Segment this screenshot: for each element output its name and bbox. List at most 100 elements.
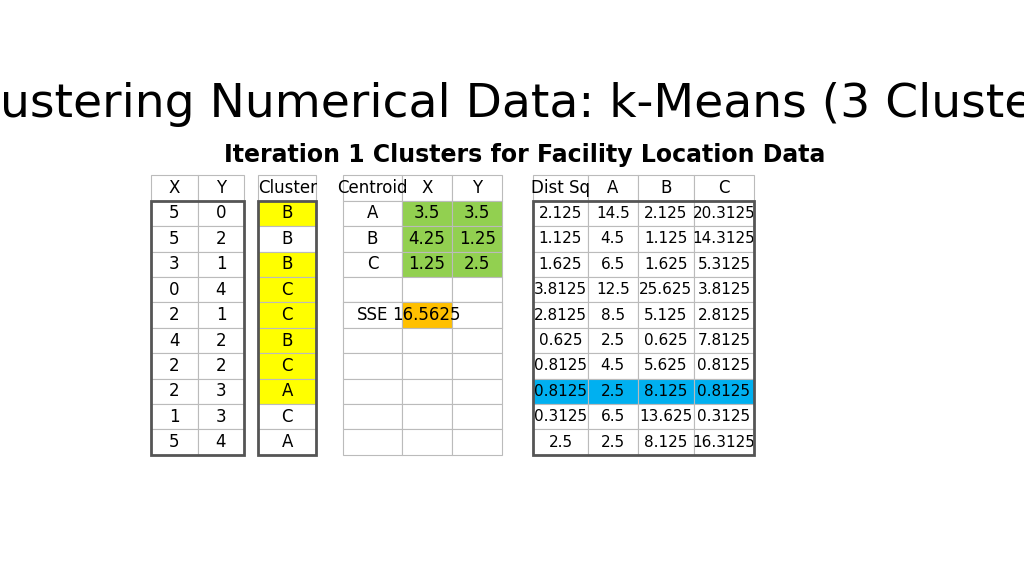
- Text: 2.125: 2.125: [539, 206, 582, 221]
- Bar: [588, 252, 638, 277]
- Bar: [588, 175, 638, 201]
- Text: 1.625: 1.625: [539, 257, 583, 272]
- Text: 5.125: 5.125: [644, 308, 687, 323]
- Bar: [198, 302, 245, 328]
- Bar: [693, 277, 755, 302]
- Text: 2.125: 2.125: [644, 206, 687, 221]
- Bar: [534, 328, 588, 353]
- Bar: [534, 404, 588, 430]
- Bar: [452, 226, 503, 252]
- Bar: [693, 328, 755, 353]
- Text: 2.5: 2.5: [601, 384, 625, 399]
- Bar: [152, 328, 198, 353]
- Bar: [401, 175, 452, 201]
- Bar: [588, 226, 638, 252]
- Text: Cluster: Cluster: [258, 179, 316, 197]
- Bar: [638, 404, 693, 430]
- Text: 6.5: 6.5: [601, 410, 625, 425]
- Bar: [588, 430, 638, 455]
- Bar: [452, 404, 503, 430]
- Bar: [198, 175, 245, 201]
- Text: 8.125: 8.125: [644, 435, 687, 450]
- Bar: [638, 378, 693, 404]
- Text: 3: 3: [216, 382, 226, 400]
- Text: 5: 5: [169, 230, 180, 248]
- Bar: [452, 201, 503, 226]
- Bar: [258, 328, 316, 353]
- Text: 25.625: 25.625: [639, 282, 692, 297]
- Text: 1.25: 1.25: [459, 230, 496, 248]
- Text: 2: 2: [216, 230, 226, 248]
- Text: 0: 0: [216, 204, 226, 222]
- Bar: [534, 201, 755, 455]
- Text: 2.5: 2.5: [601, 333, 625, 348]
- Bar: [152, 226, 198, 252]
- Bar: [401, 302, 452, 328]
- Bar: [452, 328, 503, 353]
- Bar: [693, 201, 755, 226]
- Bar: [588, 302, 638, 328]
- Bar: [152, 378, 198, 404]
- Bar: [588, 378, 638, 404]
- Bar: [534, 378, 588, 404]
- Bar: [152, 353, 198, 378]
- Text: 0: 0: [169, 281, 180, 299]
- Bar: [638, 201, 693, 226]
- Bar: [152, 252, 198, 277]
- Bar: [588, 201, 638, 226]
- Text: C: C: [282, 357, 293, 375]
- Bar: [198, 430, 245, 455]
- Text: 8.5: 8.5: [601, 308, 625, 323]
- Text: X: X: [169, 179, 180, 197]
- Text: Dist Sq: Dist Sq: [531, 179, 590, 197]
- Text: B: B: [282, 332, 293, 350]
- Bar: [401, 353, 452, 378]
- Text: 0.8125: 0.8125: [697, 384, 751, 399]
- Bar: [534, 302, 588, 328]
- Bar: [401, 201, 452, 226]
- Text: 1.125: 1.125: [539, 232, 582, 247]
- Bar: [343, 378, 401, 404]
- Text: 12.5: 12.5: [596, 282, 630, 297]
- Text: 3: 3: [169, 255, 180, 274]
- Text: 0.3125: 0.3125: [697, 410, 751, 425]
- Text: 2: 2: [169, 357, 180, 375]
- Bar: [534, 175, 588, 201]
- Bar: [588, 404, 638, 430]
- Text: A: A: [607, 179, 618, 197]
- Text: 20.3125: 20.3125: [692, 206, 756, 221]
- Bar: [343, 353, 401, 378]
- Text: 3: 3: [216, 408, 226, 426]
- Bar: [152, 277, 198, 302]
- Text: 5: 5: [169, 433, 180, 451]
- Text: 2: 2: [169, 382, 180, 400]
- Bar: [343, 226, 401, 252]
- Text: 14.3125: 14.3125: [692, 232, 756, 247]
- Bar: [638, 252, 693, 277]
- Bar: [693, 175, 755, 201]
- Bar: [452, 378, 503, 404]
- Text: 16.3125: 16.3125: [692, 435, 756, 450]
- Text: 4: 4: [216, 433, 226, 451]
- Text: 2.8125: 2.8125: [534, 308, 587, 323]
- Text: 7.8125: 7.8125: [697, 333, 751, 348]
- Bar: [638, 430, 693, 455]
- Bar: [152, 201, 198, 226]
- Bar: [343, 201, 401, 226]
- Bar: [258, 353, 316, 378]
- Bar: [258, 277, 316, 302]
- Bar: [343, 175, 401, 201]
- Bar: [452, 302, 503, 328]
- Bar: [693, 252, 755, 277]
- Text: Centroid: Centroid: [337, 179, 408, 197]
- Bar: [198, 201, 245, 226]
- Bar: [401, 430, 452, 455]
- Text: B: B: [282, 230, 293, 248]
- Bar: [258, 201, 316, 226]
- Text: C: C: [282, 408, 293, 426]
- Text: 0.8125: 0.8125: [534, 384, 587, 399]
- Bar: [343, 328, 401, 353]
- Bar: [258, 430, 316, 455]
- Text: 0.3125: 0.3125: [534, 410, 587, 425]
- Bar: [693, 226, 755, 252]
